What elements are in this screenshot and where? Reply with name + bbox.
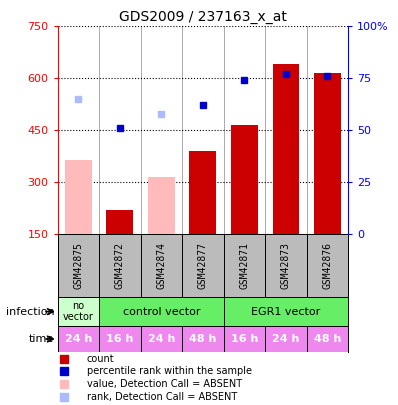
Bar bbox=[273, 64, 299, 234]
Text: GSM42872: GSM42872 bbox=[115, 243, 125, 290]
Title: GDS2009 / 237163_x_at: GDS2009 / 237163_x_at bbox=[119, 10, 287, 24]
Text: 24 h: 24 h bbox=[272, 334, 300, 344]
Text: GSM42875: GSM42875 bbox=[74, 243, 84, 290]
Text: value, Detection Call = ABSENT: value, Detection Call = ABSENT bbox=[87, 379, 242, 389]
Bar bbox=[307, 326, 348, 352]
Text: GSM42876: GSM42876 bbox=[322, 243, 332, 290]
Bar bbox=[189, 151, 217, 234]
Text: 16 h: 16 h bbox=[106, 334, 134, 344]
Bar bbox=[224, 326, 265, 352]
Text: GSM42871: GSM42871 bbox=[240, 243, 250, 290]
Bar bbox=[314, 73, 341, 234]
Bar bbox=[107, 210, 133, 234]
Bar bbox=[182, 326, 224, 352]
Bar bbox=[224, 297, 348, 326]
Text: time: time bbox=[29, 334, 55, 344]
Text: no
vector: no vector bbox=[63, 301, 94, 322]
Bar bbox=[148, 177, 175, 234]
Bar bbox=[141, 326, 182, 352]
Text: GSM42874: GSM42874 bbox=[156, 243, 166, 290]
Text: rank, Detection Call = ABSENT: rank, Detection Call = ABSENT bbox=[87, 392, 237, 402]
Bar bbox=[58, 297, 99, 326]
Text: percentile rank within the sample: percentile rank within the sample bbox=[87, 366, 252, 376]
Bar bbox=[99, 326, 141, 352]
Bar bbox=[99, 297, 224, 326]
Text: infection: infection bbox=[6, 307, 55, 317]
Text: control vector: control vector bbox=[123, 307, 200, 317]
Text: count: count bbox=[87, 354, 114, 364]
Text: GSM42877: GSM42877 bbox=[198, 243, 208, 290]
Bar bbox=[231, 125, 258, 234]
Bar bbox=[58, 326, 99, 352]
Text: 48 h: 48 h bbox=[314, 334, 341, 344]
Text: EGR1 vector: EGR1 vector bbox=[252, 307, 321, 317]
Bar bbox=[65, 160, 92, 234]
Text: GSM42873: GSM42873 bbox=[281, 243, 291, 290]
Bar bbox=[265, 326, 307, 352]
Text: 24 h: 24 h bbox=[65, 334, 92, 344]
Text: 16 h: 16 h bbox=[231, 334, 258, 344]
Text: 48 h: 48 h bbox=[189, 334, 217, 344]
Text: 24 h: 24 h bbox=[148, 334, 175, 344]
